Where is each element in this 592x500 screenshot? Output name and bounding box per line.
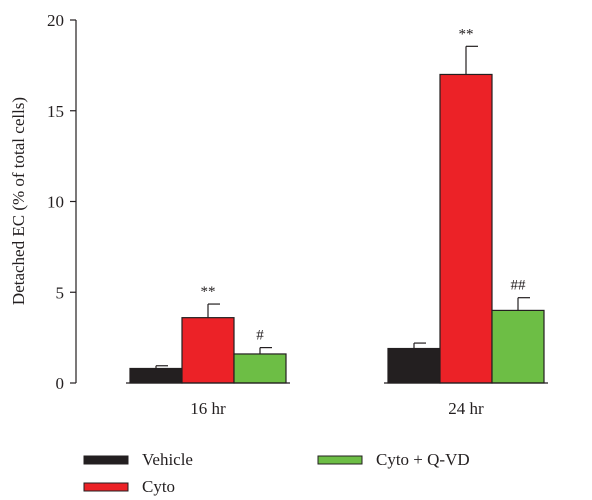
significance-marker: ** [459,26,474,42]
y-tick-label: 10 [47,193,64,212]
significance-marker: # [256,328,264,344]
y-tick-labels: 0 5 10 15 20 [47,11,76,393]
bar-cyto-16hr [181,317,235,384]
y-axis-label: Detached EC (% of total cells) [9,97,28,305]
bars: ** # ** ## [126,26,548,384]
x-tick-label: 24 hr [448,399,484,418]
y-tick-label: 20 [47,11,64,30]
y-tick-label: 5 [56,283,65,302]
legend-label-0: Vehicle [142,450,193,469]
bar-vehicle-24hr [387,347,441,384]
legend-swatch-1 [83,482,129,492]
legend-swatch-2 [317,455,363,465]
x-tick-labels: 16 hr 24 hr [190,399,484,418]
bar-vehicle-16hr [129,367,183,384]
legend-swatch-0 [83,455,129,465]
legend: Vehicle Cyto Cyto + Q-VD [83,450,470,496]
legend-label-1: Cyto [142,477,175,496]
bar-cyto-q-vd-16hr [233,353,287,384]
x-tick-label: 16 hr [190,399,226,418]
y-tick-label: 15 [47,102,64,121]
bar-cyto-q-vd-24hr [491,309,545,384]
significance-marker: ## [511,278,527,294]
significance-marker: ** [201,284,216,300]
legend-label-2: Cyto + Q-VD [376,450,470,469]
bar-cyto-24hr [439,73,493,384]
y-tick-label: 0 [56,374,65,393]
